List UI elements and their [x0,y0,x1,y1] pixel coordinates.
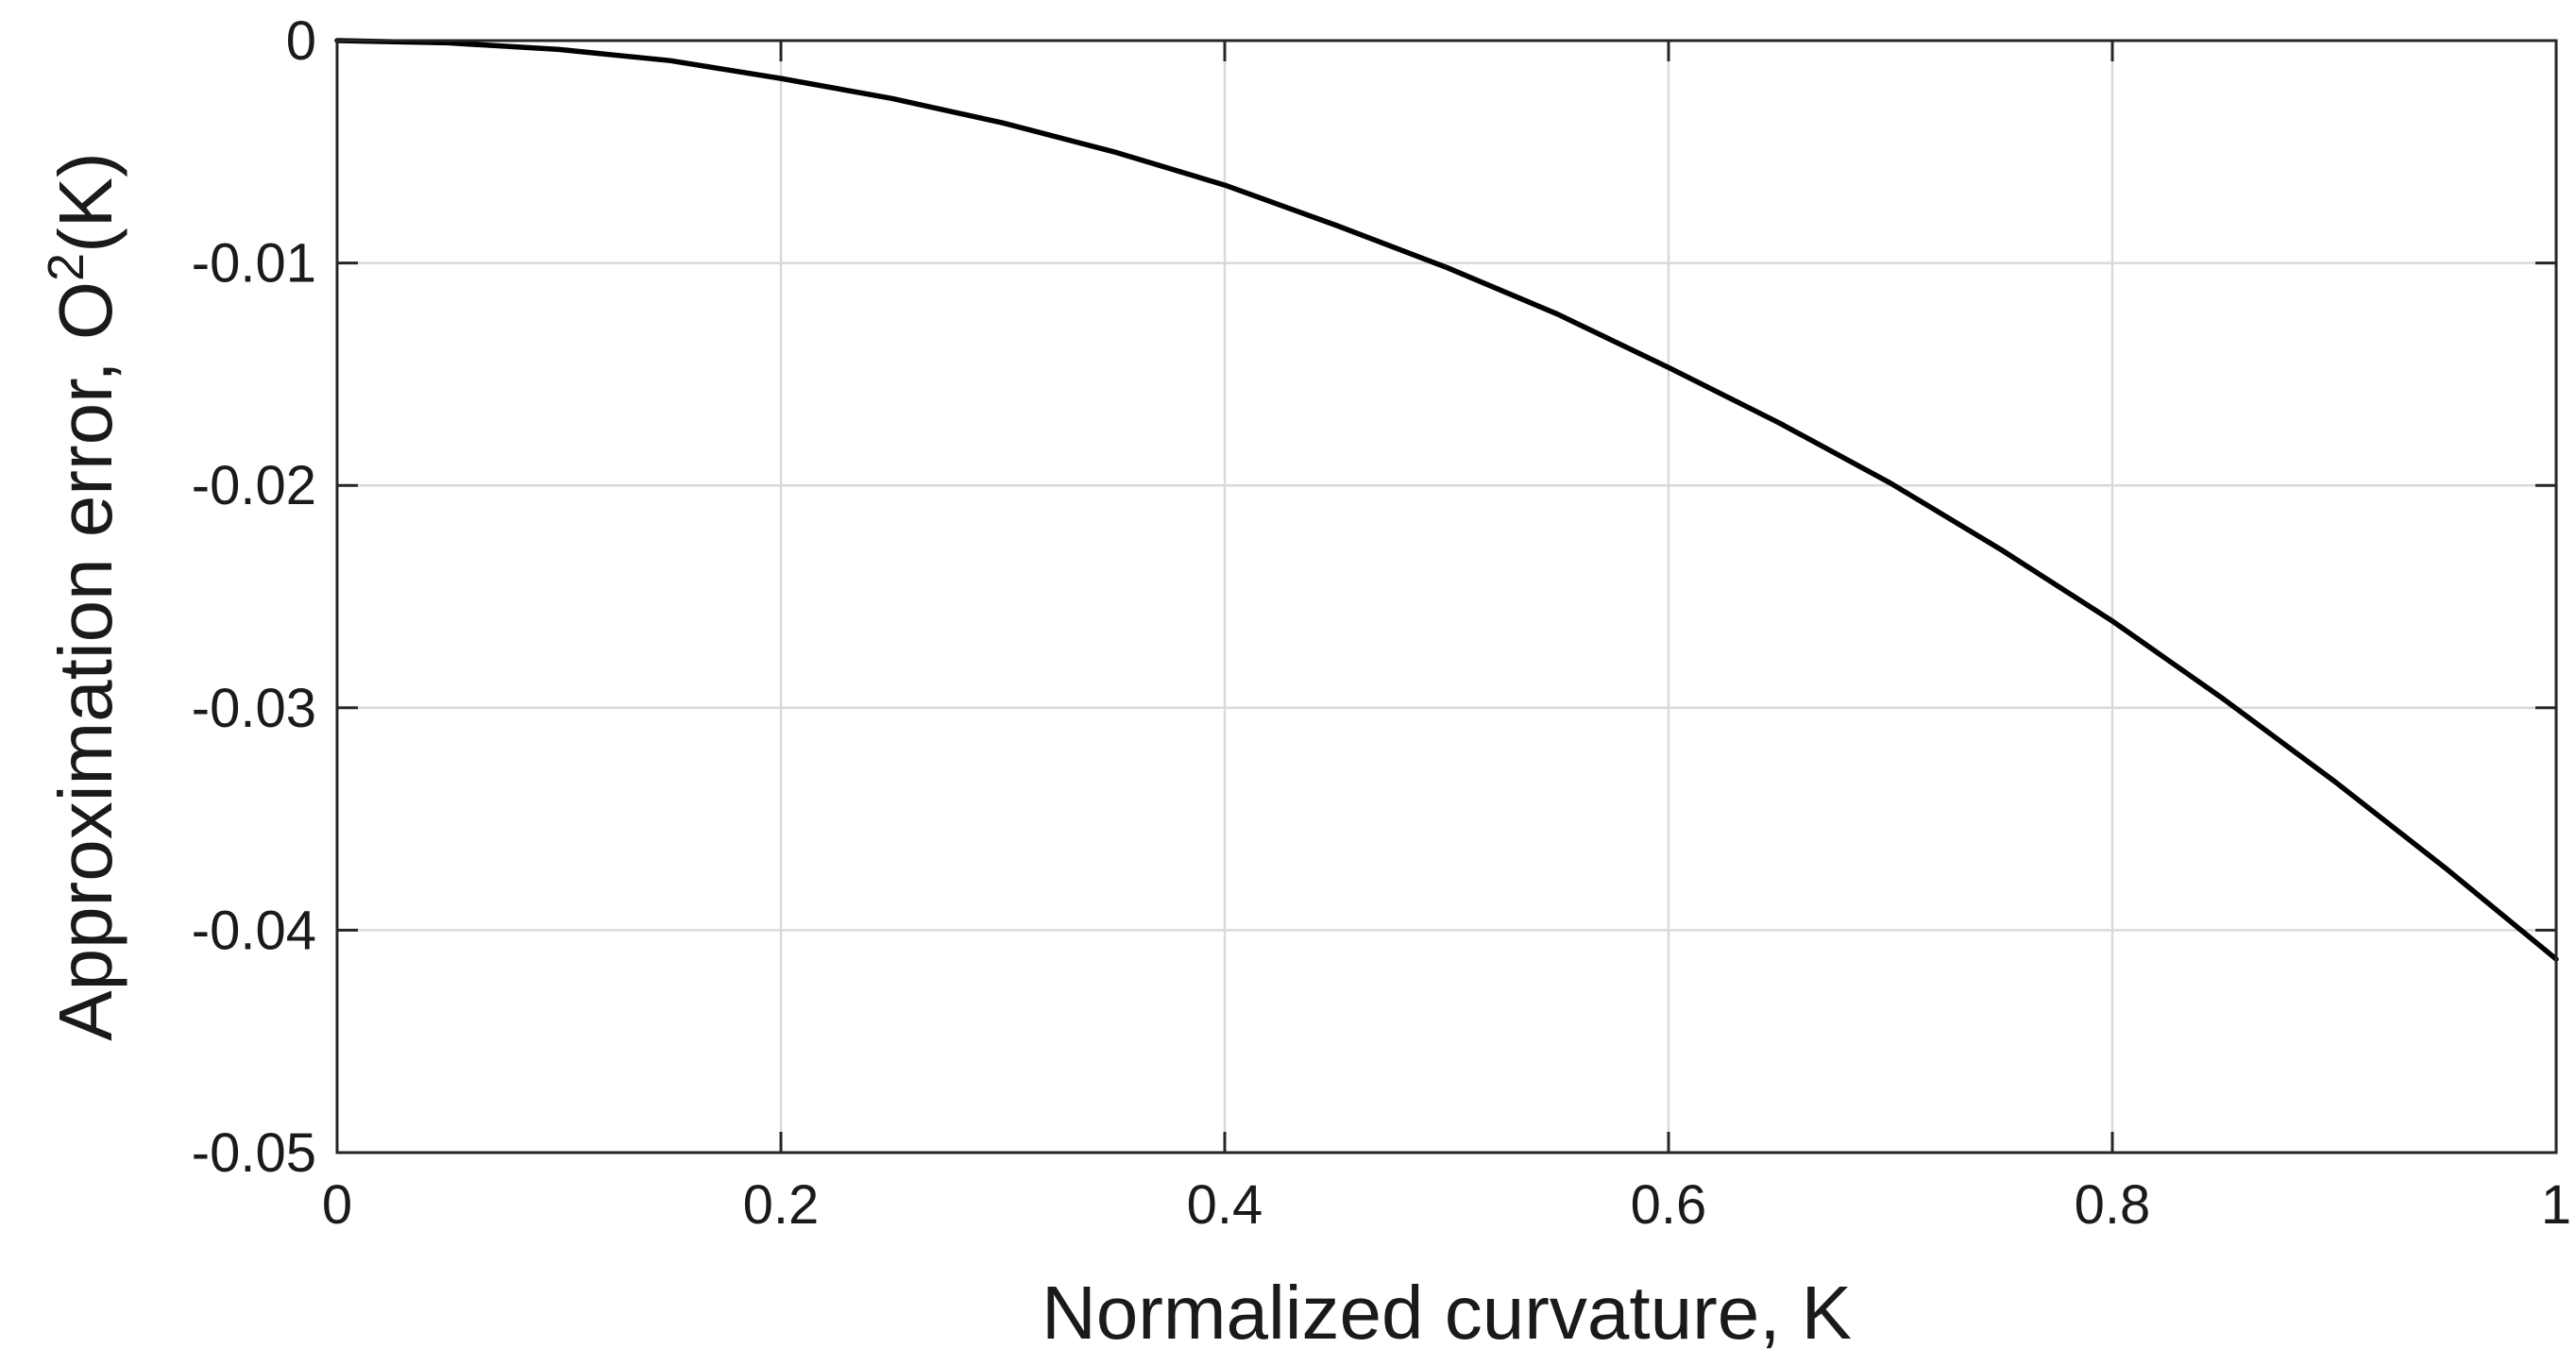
x-tick-label: 0.4 [1187,1174,1263,1236]
y-tick-label: -0.04 [192,900,316,961]
y-tick-label: 0 [286,10,316,72]
y-tick-labels: 0 -0.01 -0.02 -0.03 -0.04 -0.05 [192,10,316,1184]
x-tick-label: 0 [322,1174,352,1236]
plot-frame [335,39,2558,1154]
x-tick-labels: 0 0.2 0.4 0.6 0.8 1 [322,1174,2571,1236]
series-layer [334,38,2559,962]
x-tick-label: 0.6 [1631,1174,1707,1236]
x-tick-label: 0.2 [743,1174,820,1236]
x-tick-label: 1 [2541,1174,2571,1236]
y-axis-label-superscript: 2 [38,253,94,281]
tick-marks [335,39,2558,1154]
x-axis-label: Normalized curvature, K [1042,1271,1852,1355]
series-line [334,38,2559,962]
y-axis-label-main: Approximation error, O [43,281,127,1041]
y-tick-label: -0.05 [192,1122,316,1184]
y-axis-label-tail: (K) [43,152,127,253]
y-axis-label: Approximation error, O2(K) [38,152,127,1040]
y-tick-label: -0.03 [192,678,316,739]
y-tick-label: -0.01 [192,233,316,295]
x-tick-label: 0.8 [2075,1174,2151,1236]
y-tick-label: -0.02 [192,455,316,516]
